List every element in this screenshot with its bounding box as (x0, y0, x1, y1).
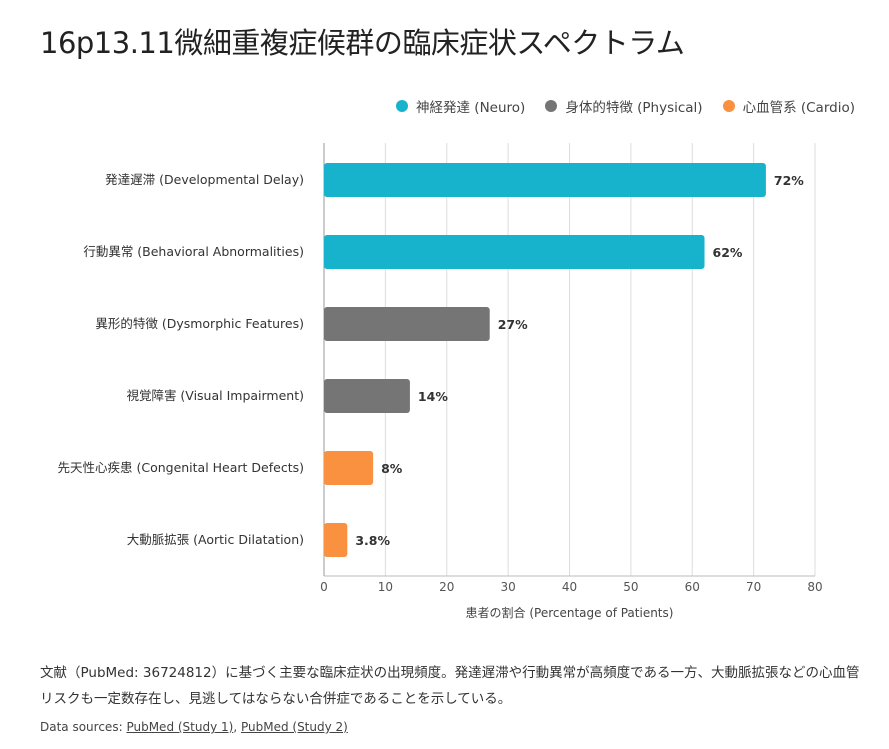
legend-item-physical: 身体的特徴 (Physical) (545, 96, 703, 116)
y-category-label: 異形的特徴 (Dysmorphic Features) (95, 316, 304, 331)
legend-label: 心血管系 (Cardio) (742, 100, 855, 116)
data-label: 14% (418, 389, 448, 404)
y-category-label: 発達遅滞 (Developmental Delay) (105, 172, 304, 187)
x-tick-label: 0 (320, 580, 328, 594)
legend-item-neuro: 神経発達 (Neuro) (396, 96, 525, 116)
y-category-label: 視覚障害 (Visual Impairment) (126, 388, 304, 403)
x-tick-label: 10 (378, 580, 393, 594)
legend-label: 神経発達 (Neuro) (416, 100, 526, 116)
legend-label: 身体的特徴 (Physical) (565, 100, 703, 116)
chart-description: 文献（PubMed: 36724812）に基づく主要な臨床症状の出現頻度。発達遅… (40, 665, 860, 707)
x-tick-label: 70 (746, 580, 761, 594)
y-category-label: 大動脈拡張 (Aortic Dilatation) (127, 532, 304, 547)
x-tick-label: 30 (500, 580, 515, 594)
x-axis-label: 患者の割合 (Percentage of Patients) (466, 605, 674, 620)
data-sources: Data sources: PubMed (Study 1), PubMed (… (40, 720, 348, 734)
legend-swatch-cardio (722, 100, 735, 112)
legend: 神経発達 (Neuro) 身体的特徴 (Physical) 心血管系 (Card… (396, 96, 855, 116)
data-label: 27% (498, 317, 528, 332)
bar (324, 451, 374, 485)
x-tick-label: 20 (439, 580, 454, 594)
source-link-study-1[interactable]: PubMed (Study 1) (126, 720, 234, 734)
data-label: 62% (713, 245, 743, 260)
x-tick-label: 60 (685, 580, 700, 594)
x-tick-label: 80 (807, 580, 822, 594)
chart-title: 16p13.11微細重複症候群の臨床症状スペクトラム (40, 26, 685, 60)
y-category-label: 先天性心疾患 (Congenital Heart Defects) (57, 460, 304, 475)
data-label: 8% (381, 461, 403, 476)
x-tick-label: 50 (623, 580, 638, 594)
legend-swatch-physical (545, 100, 558, 112)
bar (324, 307, 490, 341)
data-label: 3.8% (355, 533, 390, 548)
bar (324, 235, 705, 269)
x-tick-label: 40 (562, 580, 577, 594)
legend-swatch-neuro (396, 100, 409, 112)
bar (324, 523, 348, 557)
legend-item-cardio: 心血管系 (Cardio) (722, 96, 855, 116)
bar (324, 379, 410, 413)
y-category-label: 行動異常 (Behavioral Abnormalities) (83, 244, 304, 259)
bar-chart: 0 10 20 30 40 50 60 70 80 患者の割合 (Percentage of Pa… (57, 143, 823, 620)
data-label: 72% (774, 173, 804, 188)
source-link-study-2[interactable]: PubMed (Study 2) (240, 720, 348, 734)
sources-label: Data sources: (40, 720, 123, 734)
bar (324, 163, 766, 197)
